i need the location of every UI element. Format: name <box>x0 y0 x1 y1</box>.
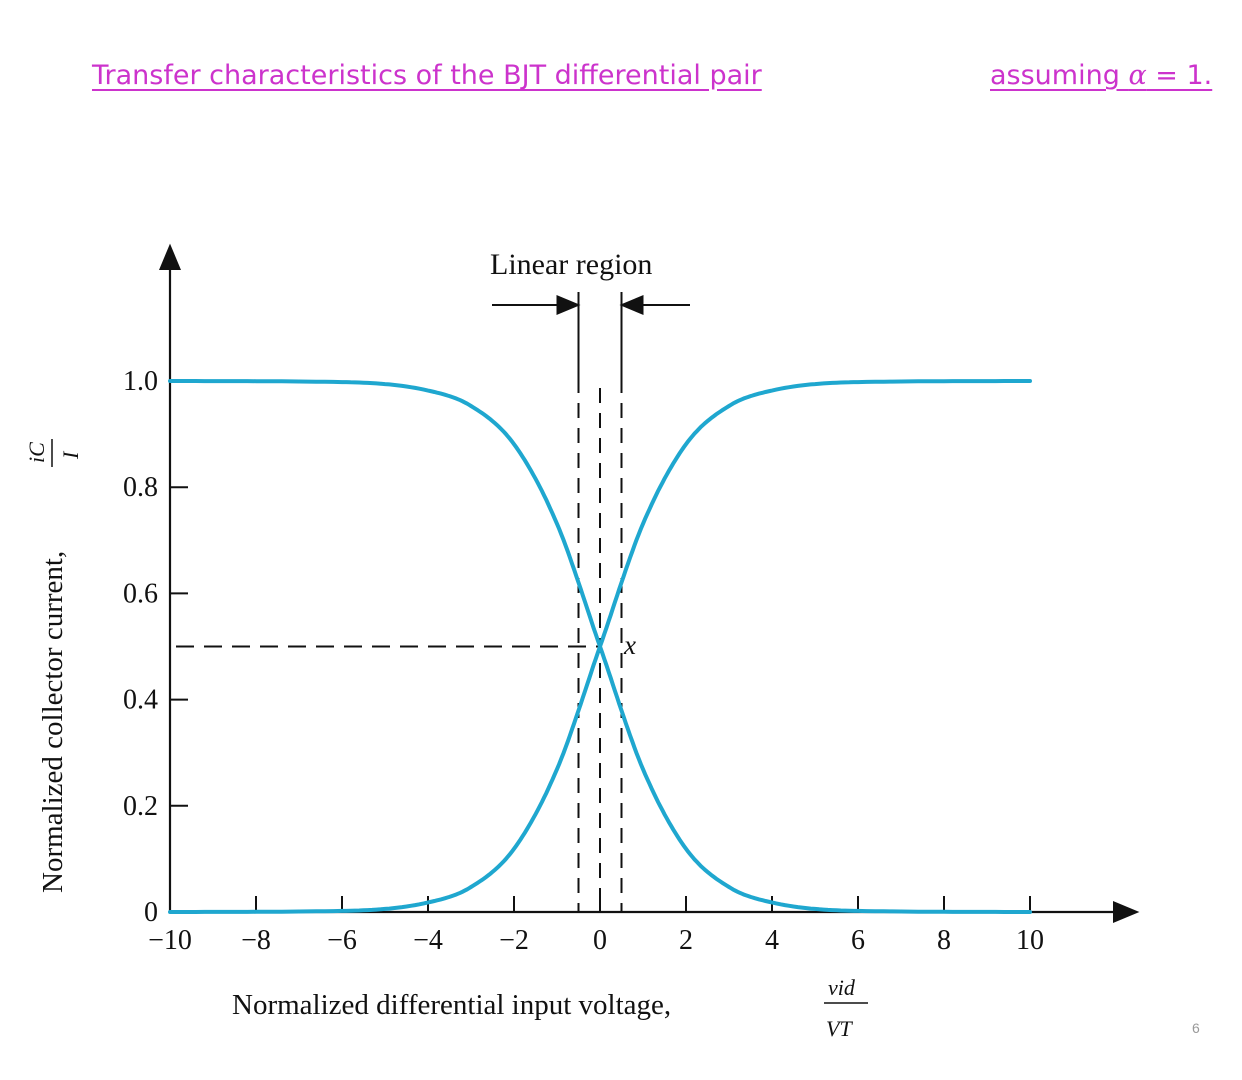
x-tick-label: −6 <box>327 925 357 956</box>
series-layer <box>168 379 1032 914</box>
axes <box>159 243 1140 923</box>
y-tick-label: 1.0 <box>123 366 158 397</box>
x-axis-fraction-numerator: vid <box>828 975 856 1000</box>
x-axis-label: Normalized differential input voltage, <box>232 989 671 1021</box>
y-tick-label: 0 <box>144 897 158 928</box>
slide-title: Transfer characteristics of the BJT diff… <box>92 60 762 91</box>
x-tick-label: 6 <box>851 925 865 956</box>
y-tick-label: 0.2 <box>123 791 158 822</box>
y-tick-label: 0.8 <box>123 472 158 503</box>
x-tick-label: 2 <box>679 925 693 956</box>
y-tick-label: 0.6 <box>123 578 158 609</box>
falling-collector-current-curve <box>168 379 1032 914</box>
x-axis-title: Normalized differential input voltage, v… <box>232 975 868 1041</box>
assumption-note: assuming α = 1. <box>990 60 1212 91</box>
alpha-symbol: α <box>1128 60 1147 91</box>
assumption-note-prefix: assuming <box>990 60 1129 91</box>
y-axis-fraction-numerator: iC <box>24 442 49 463</box>
x-tick-label: −8 <box>241 925 271 956</box>
y-axis-title: Normalized collector current, iC I <box>24 439 83 893</box>
x-tick-label: 8 <box>937 925 951 956</box>
assumption-note-suffix: = 1. <box>1146 60 1213 91</box>
x-tick-label: 10 <box>1016 925 1044 956</box>
y-tick-label: 0.4 <box>123 685 158 716</box>
x-tick-label: 0 <box>593 925 607 956</box>
x-tick-label: −4 <box>413 925 443 956</box>
x-tick-label: −2 <box>499 925 529 956</box>
x-axis-fraction-denominator: VT <box>826 1016 853 1041</box>
page-number: 6 <box>1192 1020 1200 1036</box>
x-tick-label: 4 <box>765 925 779 956</box>
y-axis-fraction-denominator: I <box>58 450 83 460</box>
tick-labels: −10 −8 −6 −4 −2 0 2 4 6 8 10 0 0.2 0.4 0.6 0.8 1.0 <box>123 366 1044 956</box>
crossing-label: x <box>623 630 636 660</box>
y-axis-label: Normalized collector current, <box>37 551 69 893</box>
linear-region-label: Linear region <box>490 248 652 281</box>
x-tick-label: −10 <box>148 925 192 956</box>
